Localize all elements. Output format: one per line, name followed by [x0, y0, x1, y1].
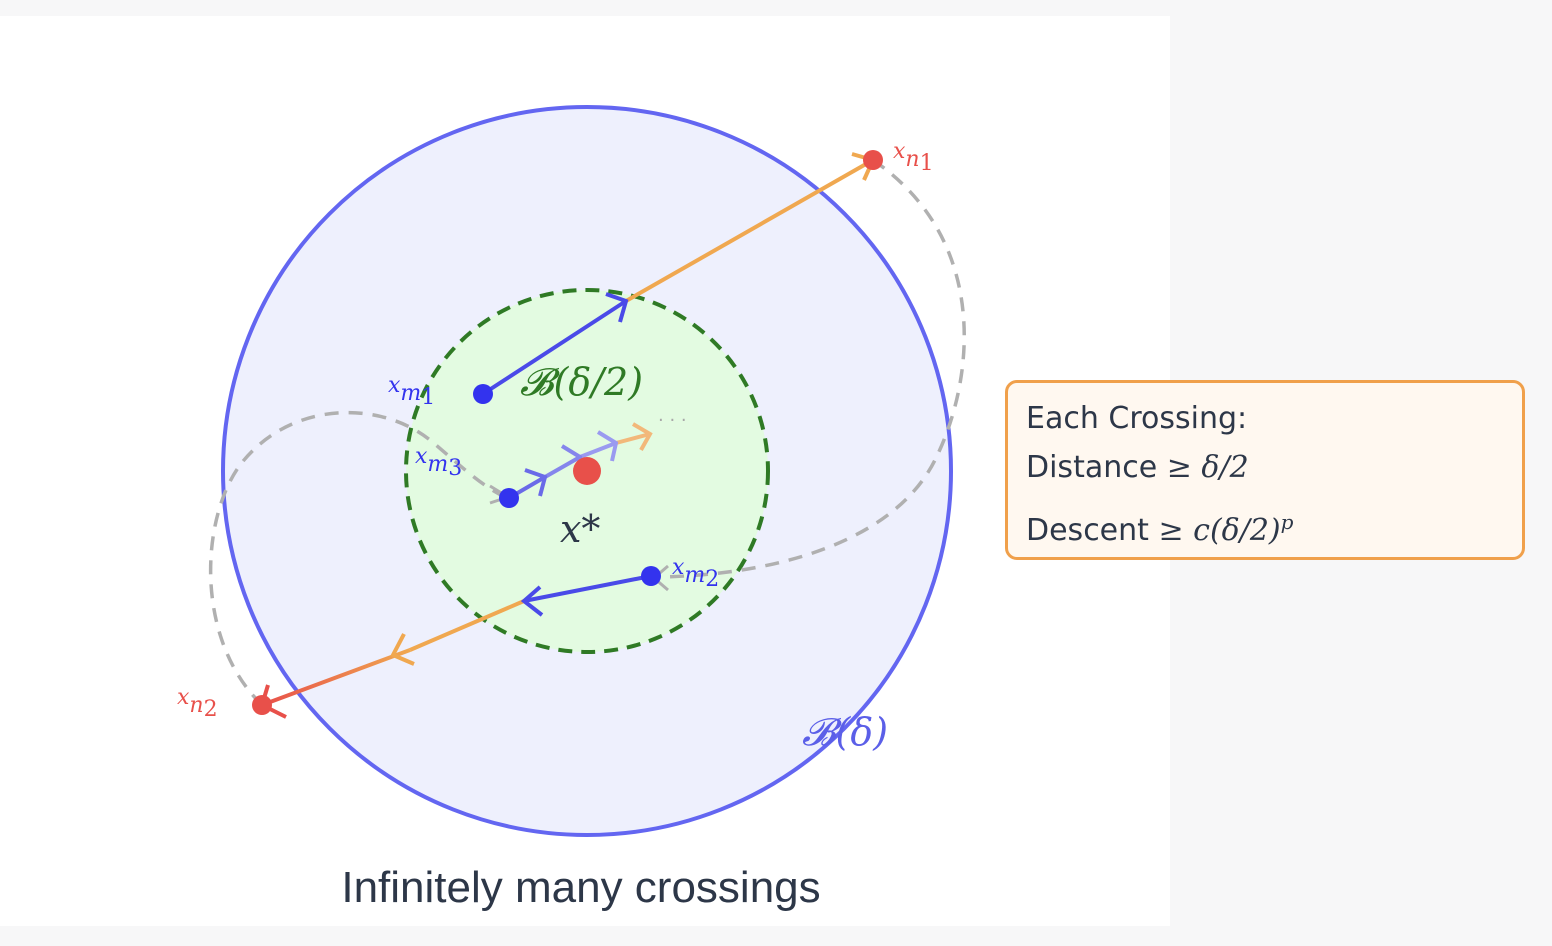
- point-x-m1: [473, 384, 493, 404]
- path-m1-orange: [625, 158, 874, 303]
- path-m3-d: [615, 432, 651, 445]
- callout-descent-exponent: p: [1280, 510, 1294, 534]
- arrowhead-m3-c: [596, 430, 619, 462]
- ellipsis: · · ·: [658, 410, 687, 431]
- callout-title: Each Crossing:: [1026, 401, 1248, 436]
- label-x-star: x*: [560, 507, 600, 551]
- label-x-m2: xm2: [672, 555, 719, 592]
- path-m2-red: [261, 648, 411, 707]
- point-x-n1: [863, 150, 883, 170]
- label-x-n2: xn2: [177, 685, 218, 722]
- crossing-callout: Each Crossing: Distance ≥ δ/2 Descent ≥ …: [1005, 380, 1525, 560]
- point-x-star: [573, 457, 601, 485]
- path-m2-blue: [523, 574, 652, 603]
- arrowhead-m1: [605, 292, 629, 323]
- label-x-m1: xm1: [388, 373, 435, 410]
- arrowhead-m2: [520, 585, 544, 617]
- dashed-path-n2-to-m3: [208, 410, 506, 707]
- path-m2-orange: [409, 599, 525, 652]
- dashed-path-n1-to-m2: [657, 158, 966, 579]
- arrowhead-m3-a: [524, 468, 548, 497]
- callout-descent-math: ≥ c(δ/2): [1158, 513, 1281, 548]
- path-m3-b: [544, 455, 581, 479]
- callout-descent: Descent ≥ c(δ/2)p: [1026, 495, 1504, 558]
- point-x-n2: [252, 695, 272, 715]
- label-x-m3: xm3: [415, 444, 462, 481]
- callout-distance-math: ≥ δ/2: [1166, 450, 1249, 485]
- label-inner-ball: 𝓑(δ/2): [520, 360, 643, 404]
- point-x-m2: [641, 566, 661, 586]
- point-x-m3: [499, 488, 519, 508]
- path-m1-blue: [481, 299, 628, 396]
- arrowhead-mid-m2: [390, 633, 415, 666]
- callout-distance-label: Distance: [1026, 450, 1158, 485]
- callout-distance: Distance ≥ δ/2: [1026, 441, 1504, 495]
- callout-descent-label: Descent: [1026, 513, 1149, 548]
- caption: Infinitely many crossings: [341, 863, 820, 912]
- arrowhead-m3-d: [631, 422, 653, 451]
- path-m3-c: [579, 441, 617, 459]
- label-x-n1: xn1: [893, 139, 934, 176]
- label-outer-ball: 𝓑(δ): [802, 710, 888, 754]
